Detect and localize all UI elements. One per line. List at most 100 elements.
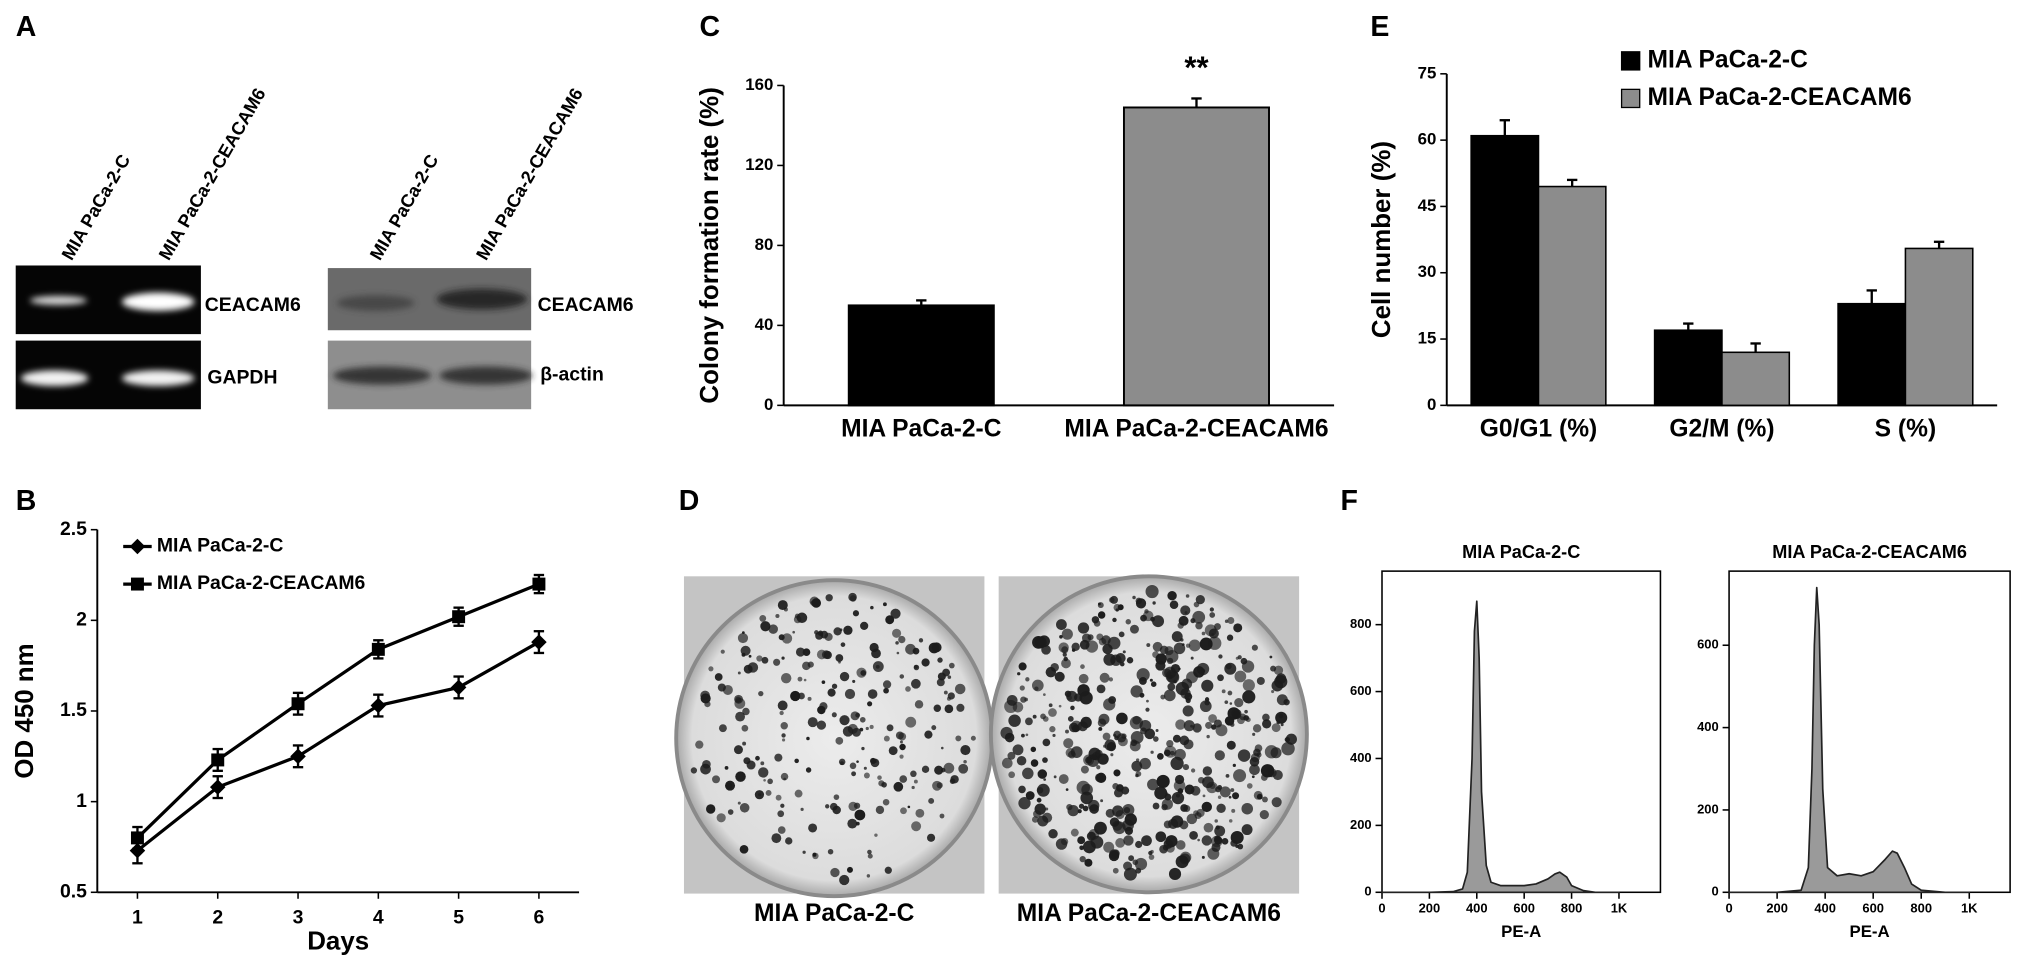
- colony: [777, 810, 785, 818]
- colony: [1144, 609, 1149, 614]
- colony: [1130, 730, 1144, 744]
- panel-letter: C: [700, 11, 721, 43]
- colony: [705, 804, 716, 814]
- colony: [748, 654, 752, 658]
- colony: [910, 770, 917, 778]
- colony: [1207, 847, 1220, 860]
- colony: [1154, 786, 1168, 800]
- band: [436, 288, 528, 310]
- colony: [1148, 854, 1155, 860]
- colony: [1103, 841, 1115, 853]
- colony: [1170, 750, 1175, 756]
- colony: [1278, 713, 1284, 719]
- colony: [716, 813, 726, 823]
- colony: [1136, 668, 1150, 682]
- x-tick-label: 1: [132, 906, 143, 928]
- colony: [821, 680, 826, 684]
- colony: [1145, 707, 1150, 712]
- colony: [1062, 652, 1067, 657]
- colony: [854, 809, 866, 821]
- colony: [794, 789, 803, 798]
- legend-swatch: [1620, 88, 1641, 109]
- colony: [893, 781, 904, 792]
- histogram: [1728, 586, 1971, 894]
- colony: [1213, 719, 1222, 728]
- colony: [1093, 620, 1101, 627]
- colony: [1224, 619, 1229, 624]
- colony: [782, 738, 786, 742]
- colony: [1020, 696, 1027, 703]
- colony: [1058, 642, 1069, 653]
- colony: [1000, 726, 1013, 740]
- colony: [1227, 690, 1233, 696]
- colony: [734, 698, 746, 709]
- colony: [914, 700, 924, 709]
- colony: [958, 763, 969, 774]
- colony: [756, 655, 763, 662]
- colony: [1141, 835, 1152, 847]
- colony: [1229, 702, 1233, 705]
- colony: [797, 676, 803, 682]
- colony: [1237, 843, 1244, 850]
- colony: [1284, 736, 1291, 743]
- y-tick-label: 40: [755, 315, 774, 334]
- colony: [794, 613, 800, 619]
- colony: [737, 671, 741, 675]
- colony: [1241, 824, 1253, 836]
- colony: [1190, 768, 1196, 773]
- colony: [1189, 830, 1198, 840]
- colony: [1096, 765, 1101, 770]
- colony: [1164, 666, 1177, 679]
- colony: [1182, 763, 1190, 771]
- colony: [1214, 750, 1225, 761]
- colony: [795, 647, 806, 657]
- colony: [1016, 755, 1027, 766]
- colony: [928, 642, 940, 654]
- colony: [1070, 828, 1079, 837]
- colony: [954, 683, 966, 695]
- colony: [943, 690, 948, 695]
- colony: [970, 735, 976, 741]
- colony: [1080, 716, 1092, 729]
- colony: [800, 807, 804, 811]
- colony: [861, 746, 865, 751]
- colony: [1008, 771, 1016, 779]
- x-axis-label: PE-A: [1849, 922, 1889, 941]
- colony: [1048, 703, 1053, 708]
- colony: [816, 720, 827, 730]
- colony: [807, 717, 818, 728]
- x-tick-label: MIA PaCa-2-CEACAM6: [1064, 415, 1328, 442]
- legend-label: MIA PaCa-2-C: [1647, 46, 1808, 73]
- colony: [1037, 815, 1049, 827]
- panel-letter: E: [1370, 11, 1389, 43]
- colony: [1123, 835, 1134, 846]
- colony: [872, 661, 884, 672]
- colony: [722, 684, 733, 695]
- band: [29, 295, 87, 305]
- colony: [1214, 825, 1226, 837]
- colony: [895, 731, 904, 740]
- colony: [755, 755, 760, 761]
- y-tick-label: 600: [1697, 637, 1719, 652]
- colony: [1012, 701, 1024, 713]
- colony: [1226, 740, 1236, 750]
- colony: [900, 807, 907, 815]
- colony: [1034, 686, 1039, 691]
- colony: [1178, 667, 1181, 671]
- colony: [1061, 658, 1071, 669]
- point: [291, 697, 305, 711]
- x-tick-label: 600: [1862, 901, 1884, 916]
- colony: [1165, 792, 1169, 796]
- colony: [867, 853, 873, 859]
- colony: [1112, 867, 1119, 874]
- colony: [1025, 677, 1030, 682]
- colony: [1063, 738, 1074, 749]
- colony: [1201, 835, 1212, 846]
- colony: [714, 673, 723, 681]
- colony: [1097, 611, 1106, 619]
- y-tick-label: 400: [1697, 719, 1719, 734]
- colony: [780, 772, 789, 781]
- colony: [1167, 682, 1176, 691]
- colony: [939, 813, 945, 819]
